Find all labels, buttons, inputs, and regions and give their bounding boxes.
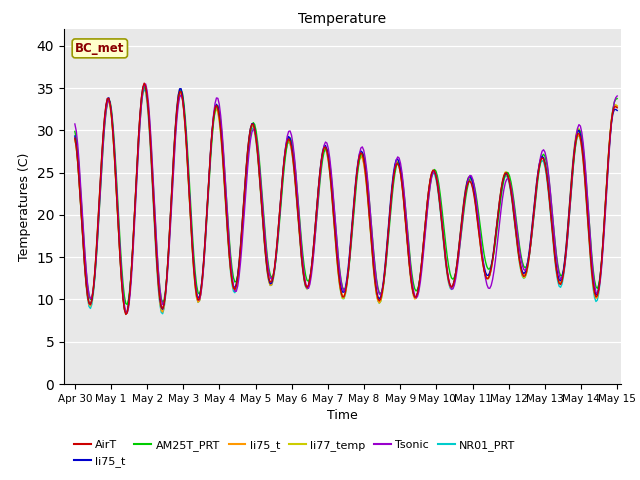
Legend: AirT, li75_t, AM25T_PRT, li75_t, li77_temp, Tsonic, NR01_PRT: AirT, li75_t, AM25T_PRT, li75_t, li77_te… (70, 436, 520, 471)
X-axis label: Time: Time (327, 409, 358, 422)
Text: BC_met: BC_met (75, 42, 125, 55)
Title: Temperature: Temperature (298, 12, 387, 26)
Y-axis label: Temperatures (C): Temperatures (C) (18, 152, 31, 261)
